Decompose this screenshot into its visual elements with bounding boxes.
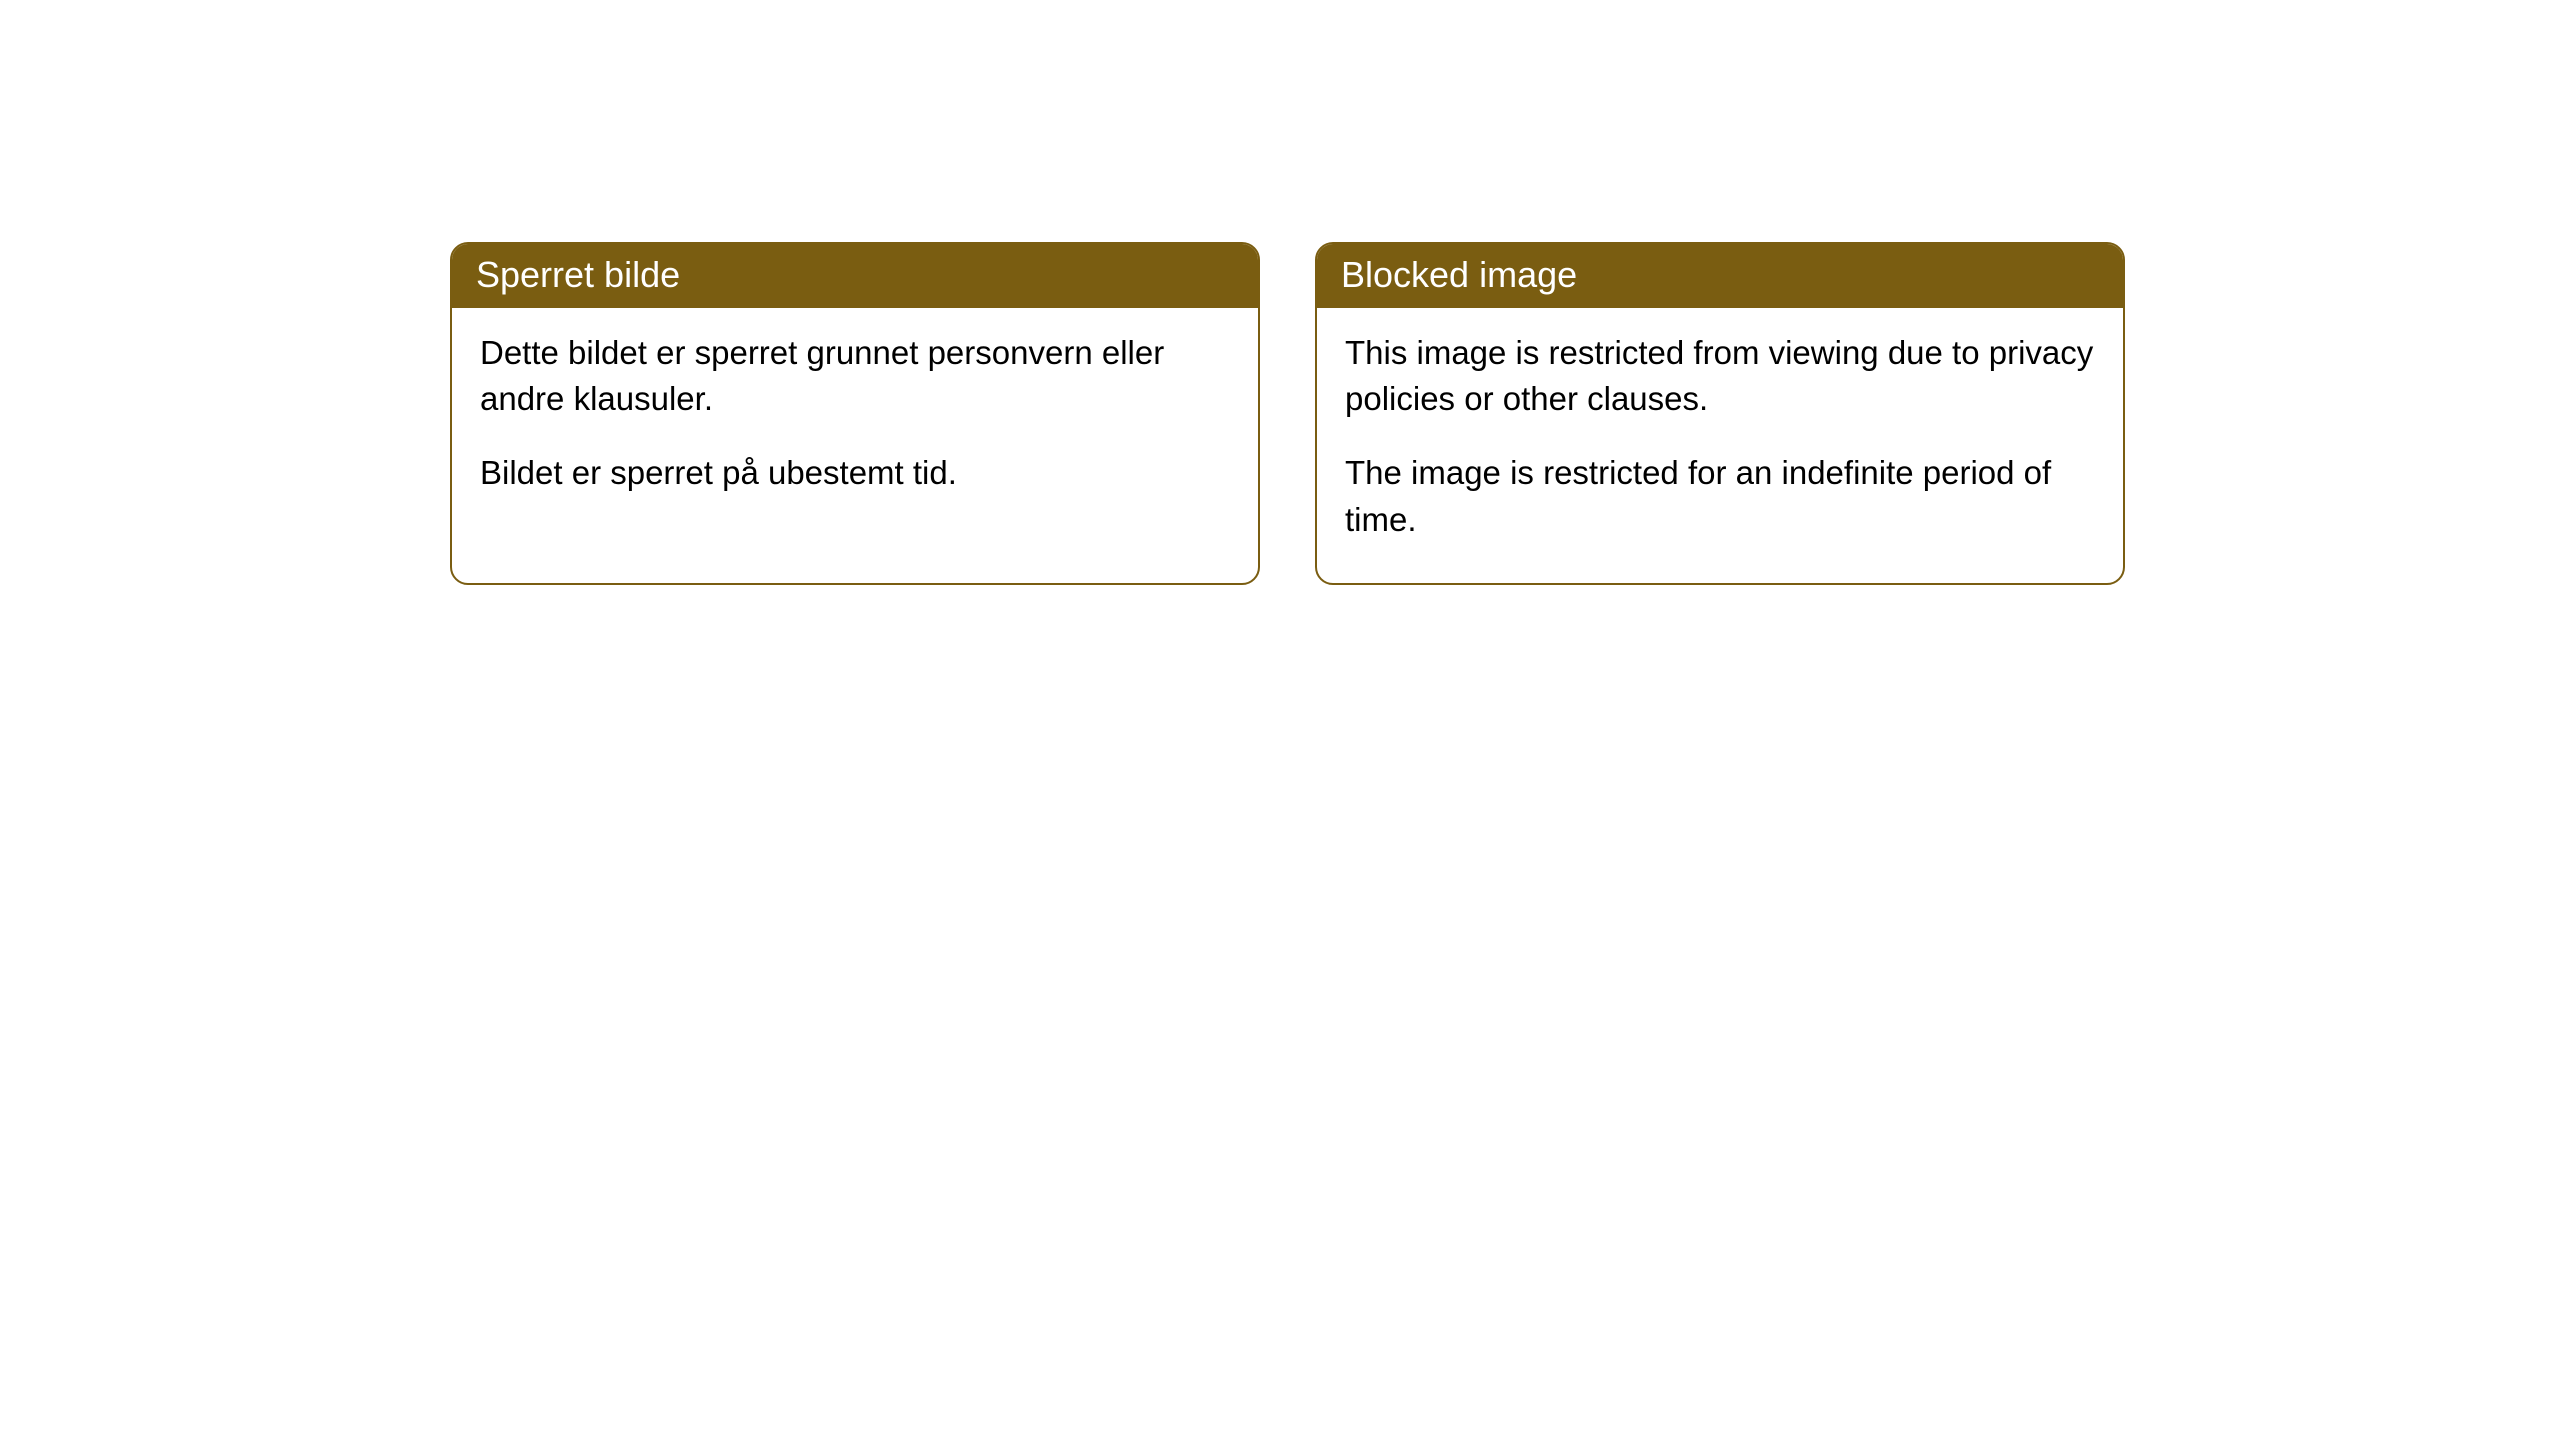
blocked-image-card-norwegian: Sperret bilde Dette bildet er sperret gr… — [450, 242, 1260, 585]
card-header-english: Blocked image — [1317, 244, 2123, 308]
card-header-norwegian: Sperret bilde — [452, 244, 1258, 308]
notice-text-english-1: This image is restricted from viewing du… — [1345, 330, 2095, 422]
notice-text-norwegian-2: Bildet er sperret på ubestemt tid. — [480, 450, 1230, 496]
card-body-english: This image is restricted from viewing du… — [1317, 308, 2123, 583]
card-body-norwegian: Dette bildet er sperret grunnet personve… — [452, 308, 1258, 537]
notice-text-norwegian-1: Dette bildet er sperret grunnet personve… — [480, 330, 1230, 422]
notice-text-english-2: The image is restricted for an indefinit… — [1345, 450, 2095, 542]
blocked-image-card-english: Blocked image This image is restricted f… — [1315, 242, 2125, 585]
notice-cards-container: Sperret bilde Dette bildet er sperret gr… — [450, 242, 2560, 585]
